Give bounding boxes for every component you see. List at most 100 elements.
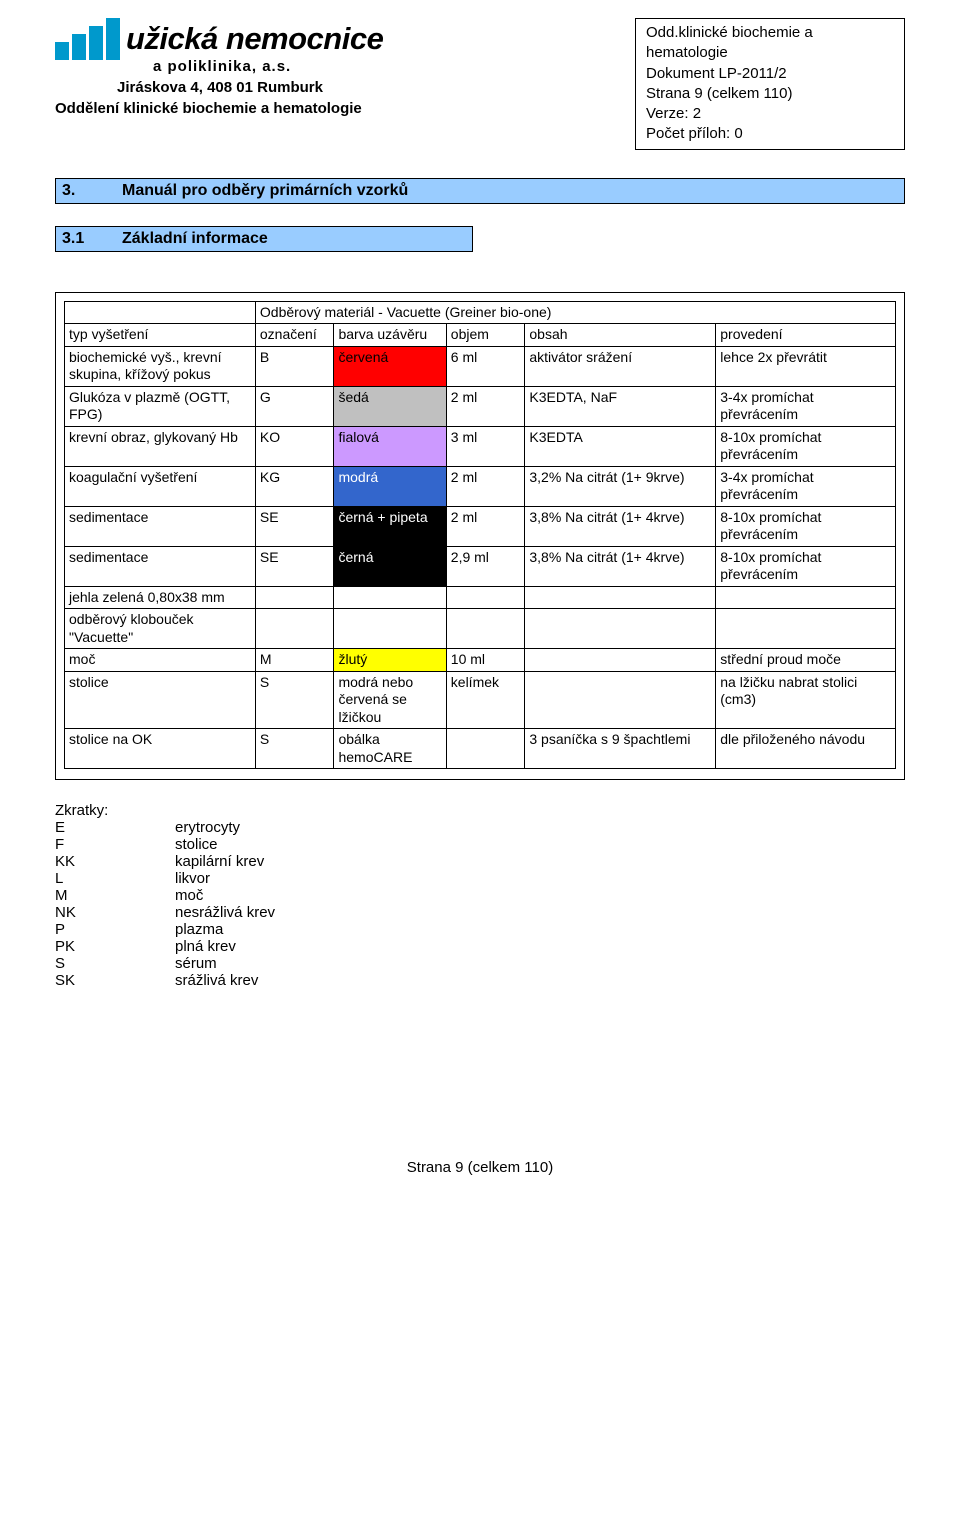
cell-ozn: G — [255, 386, 334, 426]
cell-barva: černá + pipeta — [334, 506, 446, 546]
cell-typ: sedimentace — [65, 546, 256, 586]
cell-typ: odběrový klobouček "Vacuette" — [65, 609, 256, 649]
table-row: biochemické vyš., krevní skupina, křížov… — [65, 346, 896, 386]
table-row: koagulační vyšetřeníKGmodrá2 ml3,2% Na c… — [65, 466, 896, 506]
section-title: Manuál pro odběry primárních vzorků — [122, 182, 408, 200]
abbrev-value: plazma — [175, 921, 223, 938]
logo-sub: a poliklinika, a.s. — [153, 58, 535, 75]
cell-provedeni: na lžičku nabrat stolici (cm3) — [716, 671, 896, 729]
cell-objem: 6 ml — [446, 346, 525, 386]
abbrev-value: plná krev — [175, 938, 236, 955]
cell-objem: 2 ml — [446, 386, 525, 426]
info-line: Dokument LP-2011/2 — [646, 64, 894, 84]
abbrev-value: sérum — [175, 955, 217, 972]
cell-obsah: 3,8% Na citrát (1+ 4krve) — [525, 546, 716, 586]
abbrev-row: Llikvor — [55, 870, 905, 887]
cell-typ: stolice na OK — [65, 729, 256, 769]
abbrev-value: erytrocyty — [175, 819, 240, 836]
abbreviations: Zkratky: EerytrocytyFstoliceKKkapilární … — [55, 802, 905, 989]
logo-mark — [55, 18, 120, 60]
abbrev-key: E — [55, 819, 175, 836]
cell-obsah — [525, 609, 716, 649]
cell-objem: 2 ml — [446, 506, 525, 546]
cell-objem: 3 ml — [446, 426, 525, 466]
abbrev-row: SKsrážlivá krev — [55, 972, 905, 989]
th-obsah: obsah — [525, 324, 716, 347]
cell-provedeni: 8-10x promíchat převrácením — [716, 506, 896, 546]
cell-obsah — [525, 586, 716, 609]
info-line: Strana 9 (celkem 110) — [646, 84, 894, 104]
abbrev-row: Eerytrocyty — [55, 819, 905, 836]
abbrev-row: Mmoč — [55, 887, 905, 904]
cell-provedeni: 8-10x promíchat převrácením — [716, 426, 896, 466]
document-info-box: Odd.klinické biochemie a hematologie Dok… — [635, 18, 905, 150]
cell-barva: červená — [334, 346, 446, 386]
cell-typ: stolice — [65, 671, 256, 729]
abbrev-value: srážlivá krev — [175, 972, 258, 989]
table-row: sedimentaceSEčerná + pipeta2 ml3,8% Na c… — [65, 506, 896, 546]
cell-ozn — [255, 609, 334, 649]
subsection-title: Základní informace — [122, 230, 268, 248]
cell-typ: biochemické vyš., krevní skupina, křížov… — [65, 346, 256, 386]
cell-ozn: SE — [255, 506, 334, 546]
th-barva: barva uzávěru — [334, 324, 446, 347]
cell-barva: fialová — [334, 426, 446, 466]
abbrev-key: M — [55, 887, 175, 904]
abbrev-value: moč — [175, 887, 203, 904]
cell-provedeni: střední proud moče — [716, 649, 896, 672]
logo-address: Jiráskova 4, 408 01 Rumburk — [117, 79, 535, 96]
table-row: stoliceSmodrá nebo červená se lžičkoukel… — [65, 671, 896, 729]
abbrev-row: PKplná krev — [55, 938, 905, 955]
cell-barva: žlutý — [334, 649, 446, 672]
cell-provedeni — [716, 609, 896, 649]
abbrev-row: Ssérum — [55, 955, 905, 972]
th-prov: provedení — [716, 324, 896, 347]
cell-barva: obálka hemoCARE — [334, 729, 446, 769]
th-typ: typ vyšetření — [65, 324, 256, 347]
subsection-number: 3.1 — [62, 230, 122, 248]
material-table: Odběrový materiál - Vacuette (Greiner bi… — [64, 301, 896, 770]
abbrev-key: PK — [55, 938, 175, 955]
info-line: Počet příloh: 0 — [646, 124, 894, 144]
cell-barva: šedá — [334, 386, 446, 426]
abbrev-value: nesrážlivá krev — [175, 904, 275, 921]
cell-typ: jehla zelená 0,80x38 mm — [65, 586, 256, 609]
cell-barva: modrá nebo červená se lžičkou — [334, 671, 446, 729]
logo-department: Oddělení klinické biochemie a hematologi… — [55, 100, 535, 117]
cell-ozn: KG — [255, 466, 334, 506]
abbrev-value: kapilární krev — [175, 853, 264, 870]
cell-typ: moč — [65, 649, 256, 672]
cell-barva — [334, 586, 446, 609]
abbrev-value: stolice — [175, 836, 218, 853]
abbrev-title: Zkratky: — [55, 802, 905, 819]
table-row: krevní obraz, glykovaný HbKOfialová3 mlK… — [65, 426, 896, 466]
cell-obsah — [525, 671, 716, 729]
cell-typ: sedimentace — [65, 506, 256, 546]
cell-objem: kelímek — [446, 671, 525, 729]
table-row: jehla zelená 0,80x38 mm — [65, 586, 896, 609]
abbrev-key: L — [55, 870, 175, 887]
table-row: odběrový klobouček "Vacuette" — [65, 609, 896, 649]
cell-ozn: KO — [255, 426, 334, 466]
cell-obsah: aktivátor srážení — [525, 346, 716, 386]
cell-provedeni: 3-4x promíchat převrácením — [716, 386, 896, 426]
cell-typ: Glukóza v plazmě (OGTT, FPG) — [65, 386, 256, 426]
page-header: užická nemocnice a poliklinika, a.s. Jir… — [55, 18, 905, 150]
subsection-heading: 3.1 Základní informace — [55, 226, 473, 252]
info-line: Odd.klinické biochemie a — [646, 23, 894, 43]
cell-ozn — [255, 586, 334, 609]
cell-provedeni: dle přiloženého návodu — [716, 729, 896, 769]
info-line: hematologie — [646, 43, 894, 63]
cell-objem: 10 ml — [446, 649, 525, 672]
cell-ozn: S — [255, 729, 334, 769]
cell-obsah: 3,8% Na citrát (1+ 4krve) — [525, 506, 716, 546]
cell-ozn: B — [255, 346, 334, 386]
abbrev-key: P — [55, 921, 175, 938]
cell-ozn: S — [255, 671, 334, 729]
cell-obsah: K3EDTA — [525, 426, 716, 466]
abbrev-key: SK — [55, 972, 175, 989]
cell-ozn: M — [255, 649, 334, 672]
abbrev-row: KKkapilární krev — [55, 853, 905, 870]
abbrev-key: NK — [55, 904, 175, 921]
abbrev-row: NKnesrážlivá krev — [55, 904, 905, 921]
